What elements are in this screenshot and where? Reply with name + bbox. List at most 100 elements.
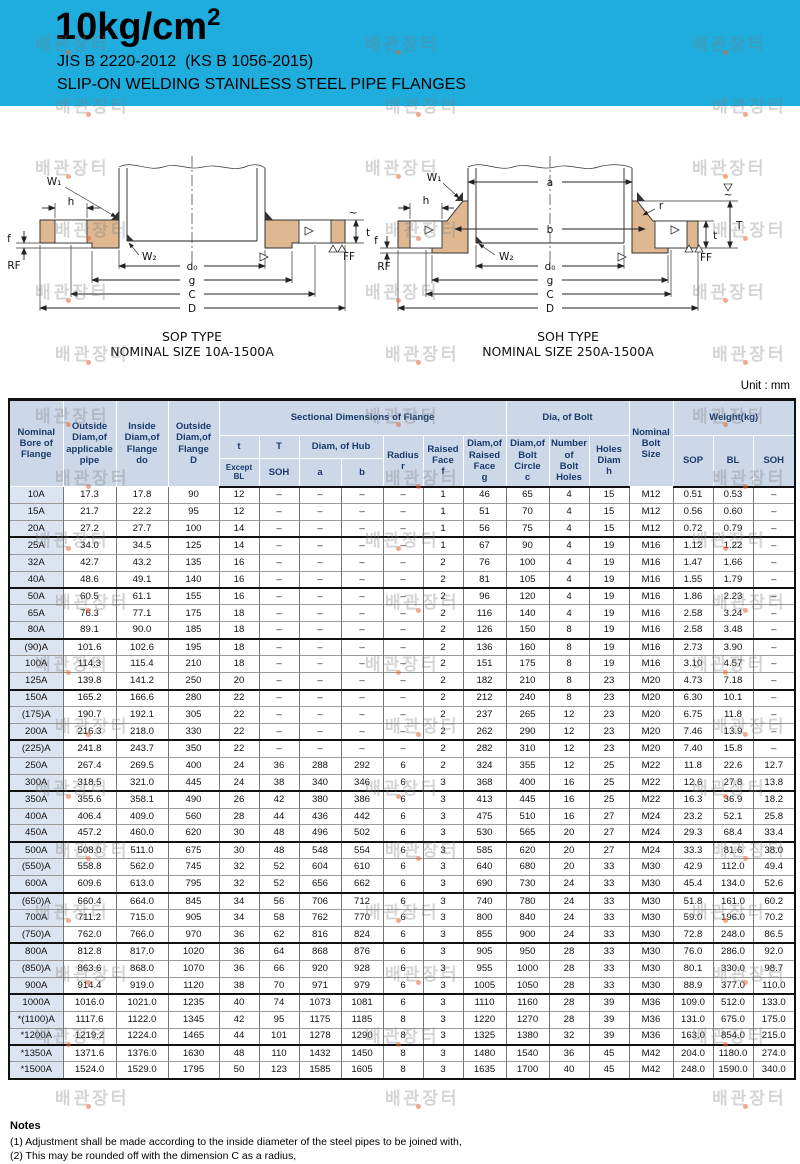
dimension-cell: 150 <box>505 621 549 640</box>
dimension-cell: 27 <box>588 824 629 843</box>
dimension-cell: 92.0 <box>752 942 796 961</box>
col-raised-face-diam: Diam,of Raised Face g <box>462 435 507 488</box>
dimension-cell: 1016.0 <box>62 993 116 1012</box>
dim-label-rf: RF <box>377 261 390 273</box>
dimension-cell: 662 <box>340 875 383 894</box>
dimension-cell: 6 <box>382 841 423 859</box>
row-nominal-bore: 450A <box>8 824 63 843</box>
dim-label-w2: W₂ <box>499 251 514 263</box>
dimension-cell: 1081 <box>340 993 383 1012</box>
dimension-cell: 20 <box>548 858 589 876</box>
col-bolt-holes: Number of Bolt Holes <box>548 435 590 488</box>
soh-diagram: a b r h W₁ W₂ f RF t T ~ FF d₀ g C D SOH… <box>372 138 800 373</box>
dimension-cell: 76.3 <box>62 604 116 622</box>
row-nominal-bore: (650)A <box>8 892 63 910</box>
dimension-cell: – <box>382 689 423 707</box>
dimension-cell: 3 <box>422 824 463 843</box>
dimension-cell: 1219.2 <box>62 1027 116 1046</box>
pipe-break-line <box>467 164 633 169</box>
sop-diagram: h W₁ W₂ f RF t ~ FF d₀ g C D SOP TYPE NO… <box>2 138 374 373</box>
row-nominal-bore: 400A <box>8 807 63 825</box>
dimension-cell: 14 <box>218 519 259 539</box>
dimension-cell: 20 <box>548 841 589 859</box>
dimension-cell: – <box>298 705 341 724</box>
dimension-cell: 218.0 <box>115 722 168 742</box>
dimension-cell: – <box>382 587 423 605</box>
dimension-cell: 195 <box>167 638 219 656</box>
dimension-cell: 175 <box>167 604 219 622</box>
dimension-cell: 0.51 <box>672 486 713 504</box>
dimension-cell: 74 <box>258 993 299 1012</box>
dimension-cell: 3 <box>422 1027 463 1046</box>
row-nominal-bore: 15A <box>8 502 63 521</box>
dimension-cell: 1590.0 <box>712 1061 753 1079</box>
dimension-cell: 377.0 <box>712 976 753 996</box>
dimension-cell: 4.57 <box>712 655 753 673</box>
dimension-cell: 18 <box>218 621 259 640</box>
notes-title: Notes <box>10 1120 41 1132</box>
dim-label-g: g <box>189 275 196 287</box>
dimension-cell: 110.0 <box>752 976 796 996</box>
dimension-cell: M30 <box>628 942 673 961</box>
dimension-cell: M24 <box>628 841 673 859</box>
table-row: (90)A 101.6 102.6 195 18– – – –2 136 160 8 19 M16 2.7… <box>8 638 796 656</box>
dimension-cell: 845 <box>167 892 219 910</box>
dimension-cell: – <box>382 502 423 521</box>
dimension-cell: 16.3 <box>672 790 713 809</box>
weld-w2-mark <box>476 236 483 243</box>
dimension-cell: 33 <box>588 875 629 894</box>
dimension-cell: – <box>298 502 341 521</box>
dimension-cell: 1371.6 <box>62 1044 116 1062</box>
row-nominal-bore: *(1100)A <box>8 1010 63 1028</box>
dimension-cell: 77.1 <box>115 604 168 622</box>
dimension-cell: 22.6 <box>712 756 753 775</box>
flange-table-body: 10A 17.3 17.8 90 12– – – –1 46 65 4 15 M12 0.51 0.53–1… <box>8 486 796 1079</box>
dimension-cell: 358.1 <box>115 790 168 809</box>
dimension-cell: 33 <box>588 959 629 978</box>
sop-caption-type: SOP TYPE <box>162 329 222 344</box>
dimension-cell: – <box>382 486 423 504</box>
dimension-cell: 28 <box>548 993 589 1012</box>
table-row: 10A 17.3 17.8 90 12– – – –1 46 65 4 15 M12 0.51 0.53– <box>8 486 796 504</box>
dim-label-h: h <box>68 196 75 208</box>
finish-mark-icon <box>259 252 269 262</box>
dimension-cell: 1070 <box>167 959 219 978</box>
dimension-cell: 368 <box>462 773 506 793</box>
dimension-cell: 2 <box>422 553 463 572</box>
dimension-cell: 88.9 <box>672 976 713 996</box>
dimension-cell: M22 <box>628 790 673 809</box>
dimension-cell: – <box>382 739 423 758</box>
dimension-cell: 45 <box>588 1044 629 1062</box>
dimension-cell: 105 <box>505 570 549 590</box>
dimension-cell: 6 <box>382 892 423 910</box>
dimension-cell: 248.0 <box>672 1061 713 1079</box>
dimension-cell: 12 <box>218 502 259 521</box>
dimension-cell: – <box>298 604 341 622</box>
dimension-cell: – <box>340 486 383 504</box>
dimension-cell: 1175 <box>298 1010 341 1028</box>
dimension-cell: 19 <box>588 570 629 590</box>
dimension-cell: – <box>258 502 299 521</box>
dimension-cell: 330.0 <box>712 959 753 978</box>
dimension-cell: 3 <box>422 858 463 876</box>
dimension-cell: 1.47 <box>672 553 713 572</box>
dimension-cell: – <box>258 621 299 640</box>
dimension-cell: 3 <box>422 1010 463 1028</box>
dimension-cell: 511.0 <box>115 841 168 859</box>
dimension-cell: 109.0 <box>672 993 713 1012</box>
table-row: (750)A 762.0 766.0 970 36 62 816 824 6 3 855 900 24 3… <box>8 925 796 945</box>
dimension-cell: 3 <box>422 892 463 910</box>
table-row: (850)A 863.6 868.0 1070 36 66 920 928 6 3 955 1000 2… <box>8 959 796 978</box>
dimension-cell: 95 <box>258 1010 299 1028</box>
dimension-cell: 86.5 <box>752 925 796 945</box>
dim-label-c: C <box>188 289 195 301</box>
dimension-cell: 640 <box>462 858 506 876</box>
dimension-cell: 400 <box>505 773 549 793</box>
dimension-cell: 585 <box>462 841 506 859</box>
dimension-cell: 2 <box>422 570 463 590</box>
dimension-cell: 215.0 <box>752 1027 796 1046</box>
dimension-cell: 44 <box>218 1027 259 1046</box>
dimension-cell: 6 <box>382 807 423 825</box>
col-bolt-circle: Diam,of Bolt Circle c <box>505 435 550 488</box>
dimension-cell: M30 <box>628 858 673 876</box>
